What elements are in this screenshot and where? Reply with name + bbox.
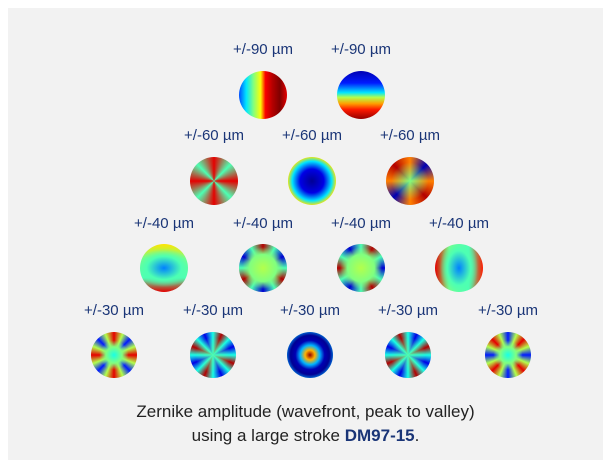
zernike-trefoil-b-map (435, 244, 483, 292)
amplitude-label: +/-60 µm (380, 127, 440, 144)
zernike-tip-map (239, 71, 287, 119)
figure-panel (8, 8, 603, 460)
zernike-sec-astig-a-map (190, 332, 236, 378)
zernike-coma-b-map (337, 244, 385, 292)
amplitude-label: +/-90 µm (233, 41, 293, 58)
zernike-quadrafoil-b-map (485, 332, 531, 378)
amplitude-label: +/-30 µm (378, 302, 438, 319)
amplitude-label: +/-30 µm (280, 302, 340, 319)
zernike-tilt-map (337, 71, 385, 119)
zernike-astig-0-map (386, 157, 434, 205)
amplitude-label: +/-40 µm (429, 215, 489, 232)
amplitude-label: +/-30 µm (84, 302, 144, 319)
zernike-defocus-map (288, 157, 336, 205)
amplitude-label: +/-40 µm (233, 215, 293, 232)
zernike-quadrafoil-a-map (91, 332, 137, 378)
amplitude-label: +/-30 µm (183, 302, 243, 319)
amplitude-label: +/-40 µm (331, 215, 391, 232)
caption-line-1: Zernike amplitude (wavefront, peak to va… (136, 402, 475, 421)
zernike-spherical-map (287, 332, 333, 378)
zernike-coma-a-map (239, 244, 287, 292)
amplitude-label: +/-90 µm (331, 41, 391, 58)
caption-prefix: using a large stroke (191, 426, 345, 445)
zernike-sec-astig-b-map (385, 332, 431, 378)
caption-line-2: using a large stroke DM97-15. (0, 426, 611, 446)
zernike-astig-45-map (190, 157, 238, 205)
zernike-trefoil-a-map (140, 244, 188, 292)
amplitude-label: +/-60 µm (184, 127, 244, 144)
amplitude-label: +/-40 µm (134, 215, 194, 232)
amplitude-label: +/-60 µm (282, 127, 342, 144)
product-name: DM97-15 (344, 426, 415, 445)
amplitude-label: +/-30 µm (478, 302, 538, 319)
caption-suffix: . (414, 426, 420, 445)
